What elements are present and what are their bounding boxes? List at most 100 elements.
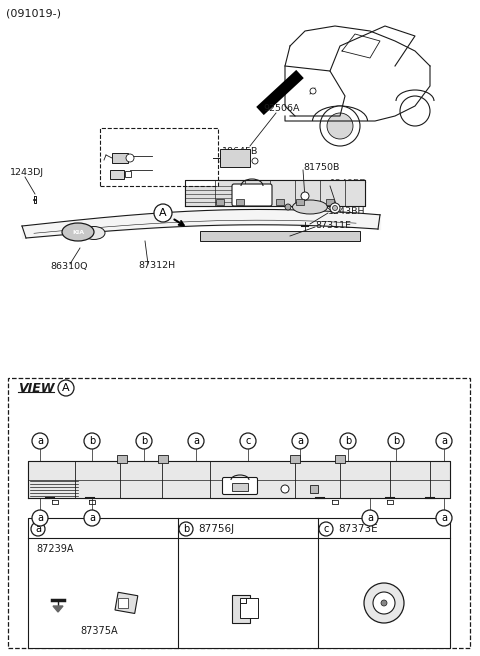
Text: a: a <box>193 436 199 446</box>
FancyBboxPatch shape <box>100 128 218 186</box>
Bar <box>335 455 345 463</box>
Circle shape <box>388 433 404 449</box>
Text: c: c <box>245 436 251 446</box>
Bar <box>117 455 127 463</box>
Text: 1249BD: 1249BD <box>330 180 368 188</box>
Circle shape <box>188 433 204 449</box>
FancyBboxPatch shape <box>223 478 257 495</box>
Polygon shape <box>185 180 365 206</box>
Circle shape <box>333 205 337 211</box>
Text: A: A <box>159 208 167 218</box>
Bar <box>296 199 304 205</box>
Circle shape <box>364 583 404 623</box>
Text: b: b <box>345 436 351 446</box>
Bar <box>118 598 128 608</box>
Text: 1243BH: 1243BH <box>328 207 365 216</box>
Text: b: b <box>393 436 399 446</box>
Ellipse shape <box>62 223 94 241</box>
Circle shape <box>301 192 309 200</box>
Text: 87375A: 87375A <box>80 626 118 636</box>
Circle shape <box>84 510 100 526</box>
Circle shape <box>381 600 387 606</box>
Text: c: c <box>324 524 329 534</box>
Circle shape <box>32 433 48 449</box>
Circle shape <box>136 433 152 449</box>
Circle shape <box>310 88 316 94</box>
FancyBboxPatch shape <box>232 184 272 206</box>
Text: KIA: KIA <box>72 230 84 234</box>
Circle shape <box>319 522 333 536</box>
Text: A: A <box>62 383 70 393</box>
Text: VIEW: VIEW <box>18 382 55 395</box>
Circle shape <box>252 158 258 164</box>
Bar <box>220 149 250 167</box>
Text: (W/CAMERA): (W/CAMERA) <box>108 132 169 142</box>
Circle shape <box>320 106 360 146</box>
Text: a: a <box>89 513 95 523</box>
Text: a: a <box>367 513 373 523</box>
Circle shape <box>292 433 308 449</box>
Text: b: b <box>89 436 95 446</box>
Text: (091019-): (091019-) <box>6 8 61 18</box>
Text: 87311E: 87311E <box>315 222 351 230</box>
Polygon shape <box>53 606 63 612</box>
Circle shape <box>31 522 45 536</box>
Text: 95750L: 95750L <box>154 148 189 157</box>
Circle shape <box>327 113 353 139</box>
Text: 87312H: 87312H <box>138 262 175 270</box>
Text: a: a <box>35 524 41 534</box>
Bar <box>290 455 300 463</box>
Text: 87756J: 87756J <box>198 524 234 534</box>
Text: a: a <box>441 513 447 523</box>
Circle shape <box>436 510 452 526</box>
Text: 18645B: 18645B <box>222 148 258 157</box>
Text: 87373E: 87373E <box>338 524 378 534</box>
Text: a: a <box>37 513 43 523</box>
Bar <box>200 231 360 241</box>
Circle shape <box>281 485 289 493</box>
Circle shape <box>240 433 256 449</box>
Circle shape <box>126 154 134 162</box>
Circle shape <box>285 204 291 210</box>
Ellipse shape <box>292 200 327 214</box>
Circle shape <box>58 380 74 396</box>
Text: b: b <box>141 436 147 446</box>
Circle shape <box>373 592 395 614</box>
Bar <box>158 455 168 463</box>
Bar <box>276 199 284 205</box>
Text: a: a <box>441 436 447 446</box>
Bar <box>310 485 318 493</box>
Bar <box>125 171 131 177</box>
Text: 1243DJ: 1243DJ <box>10 168 44 177</box>
Circle shape <box>340 433 356 449</box>
Bar <box>232 595 250 623</box>
Bar <box>110 170 124 179</box>
Circle shape <box>362 510 378 526</box>
Bar <box>115 592 138 613</box>
Circle shape <box>32 510 48 526</box>
Circle shape <box>154 204 172 222</box>
Bar <box>326 199 334 205</box>
Bar <box>216 199 224 205</box>
Circle shape <box>400 96 430 126</box>
Ellipse shape <box>83 226 105 239</box>
FancyBboxPatch shape <box>8 378 470 648</box>
Circle shape <box>84 433 100 449</box>
Text: 86310Q: 86310Q <box>50 262 87 270</box>
Text: 92506A: 92506A <box>263 104 300 113</box>
Text: 81750B: 81750B <box>303 163 339 173</box>
Bar <box>236 199 244 205</box>
Text: 87239A: 87239A <box>36 544 73 554</box>
Text: a: a <box>297 436 303 446</box>
Circle shape <box>436 433 452 449</box>
Polygon shape <box>28 461 450 498</box>
Bar <box>112 153 128 163</box>
Bar <box>232 483 248 491</box>
Text: a: a <box>37 436 43 446</box>
Text: 87370J: 87370J <box>154 163 187 173</box>
Circle shape <box>179 522 193 536</box>
Circle shape <box>330 203 340 213</box>
Bar <box>240 598 258 618</box>
Polygon shape <box>28 518 450 648</box>
Text: b: b <box>183 524 189 534</box>
